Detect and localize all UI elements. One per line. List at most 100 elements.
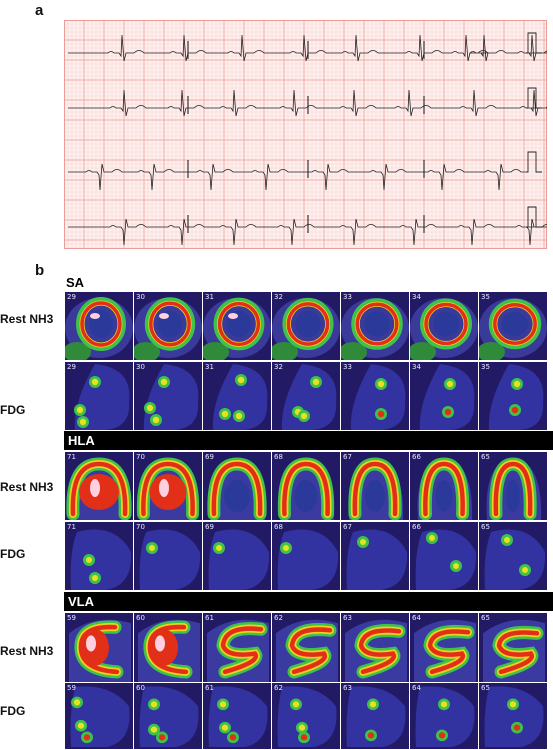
scan-tile-sa-rest-32: 32 xyxy=(272,292,340,360)
row-label-vla-rest: Rest NH3 xyxy=(0,644,54,658)
scan-tile-vla-rest-59: 59 xyxy=(65,613,133,682)
slice-number: 66 xyxy=(412,453,421,461)
slice-number: 67 xyxy=(343,523,352,531)
scan-tile-hla-rest-69: 69 xyxy=(203,452,271,520)
scan-tile-hla-fdg-71: 71 xyxy=(65,522,133,590)
scan-image xyxy=(207,619,269,682)
tiles-hla-rest: 71 70 69 68 67 66 65 xyxy=(65,452,548,520)
scan-tile-hla-rest-70: 70 xyxy=(134,452,202,520)
slice-number: 68 xyxy=(274,453,283,461)
scan-tile-hla-rest-67: 67 xyxy=(341,452,409,520)
scan-image xyxy=(139,529,201,590)
scan-image xyxy=(74,364,130,430)
row-label-sa-rest: Rest NH3 xyxy=(0,312,54,326)
slice-number: 61 xyxy=(205,614,214,622)
panel-b-label: b xyxy=(35,262,45,279)
row-label-hla-fdg: FDG xyxy=(0,547,26,561)
section-header-hla: HLA xyxy=(64,431,553,450)
scan-image xyxy=(281,364,337,430)
slice-number: 31 xyxy=(205,363,214,371)
scan-tile-sa-fdg-29: 29 xyxy=(65,362,133,430)
row-label-sa-fdg: FDG xyxy=(0,403,26,417)
scan-tile-vla-rest-64: 64 xyxy=(410,613,478,682)
tiles-sa-rest: 29 30 31 32 33 34 35 xyxy=(65,292,548,360)
scan-tile-sa-fdg-31: 31 xyxy=(203,362,271,430)
slice-number: 30 xyxy=(136,363,145,371)
scan-tile-sa-rest-34: 34 xyxy=(410,292,478,360)
row-label-vla-fdg: FDG xyxy=(0,704,26,718)
ecg-calibration-pulse-3 xyxy=(526,151,542,173)
scan-tile-sa-rest-33: 33 xyxy=(341,292,409,360)
scan-tile-vla-fdg-62: 62 xyxy=(272,683,340,749)
slice-number: 70 xyxy=(136,453,145,461)
scan-tile-sa-fdg-34: 34 xyxy=(410,362,478,430)
scan-image xyxy=(419,364,475,430)
section-header-sa: SA xyxy=(64,274,553,291)
scan-image xyxy=(277,457,335,520)
scan-image xyxy=(415,686,475,748)
scan-image xyxy=(417,457,473,520)
scan-image xyxy=(348,457,404,520)
scan-tile-vla-rest-65: 65 xyxy=(479,613,547,682)
slice-number: 65 xyxy=(481,523,490,531)
tiles-vla-rest: 59 60 61 62 63 64 65 xyxy=(65,613,548,682)
slice-number: 59 xyxy=(67,614,76,622)
scan-tile-vla-fdg-63: 63 xyxy=(341,683,409,749)
scan-image xyxy=(272,297,340,360)
tiles-hla-fdg: 71 70 69 68 67 66 65 xyxy=(65,522,548,590)
slice-number: 71 xyxy=(67,453,76,461)
slice-number: 65 xyxy=(481,684,490,692)
scan-tile-sa-rest-35: 35 xyxy=(479,292,547,360)
slice-number: 61 xyxy=(205,684,214,692)
scan-tile-vla-rest-60: 60 xyxy=(134,613,202,682)
scan-image xyxy=(138,619,200,682)
slice-number: 33 xyxy=(343,363,352,371)
ecg-strip xyxy=(64,20,547,249)
panel-a-label: a xyxy=(35,2,44,19)
slice-number: 35 xyxy=(481,363,490,371)
scan-image xyxy=(277,686,337,748)
scan-image xyxy=(207,457,267,520)
scan-tile-vla-fdg-64: 64 xyxy=(410,683,478,749)
slice-number: 64 xyxy=(412,614,421,622)
slice-number: 62 xyxy=(274,614,283,622)
slice-number: 64 xyxy=(412,684,421,692)
scan-tile-vla-fdg-65: 65 xyxy=(479,683,547,749)
scan-tile-hla-rest-65: 65 xyxy=(479,452,547,520)
slice-number: 69 xyxy=(205,523,214,531)
scan-image xyxy=(341,298,409,360)
scan-image xyxy=(414,619,476,682)
scan-tile-vla-fdg-59: 59 xyxy=(65,683,133,749)
scan-image xyxy=(486,457,542,520)
scan-image xyxy=(479,298,547,360)
scan-tile-sa-fdg-32: 32 xyxy=(272,362,340,430)
scan-image xyxy=(350,364,406,430)
scan-tile-hla-fdg-69: 69 xyxy=(203,522,271,590)
slice-number: 34 xyxy=(412,363,421,371)
scan-tile-hla-fdg-68: 68 xyxy=(272,522,340,590)
scan-tile-hla-fdg-66: 66 xyxy=(410,522,478,590)
scan-image xyxy=(488,364,544,430)
scan-image xyxy=(212,364,268,430)
slice-number: 35 xyxy=(481,293,490,301)
slice-number: 33 xyxy=(343,293,352,301)
scan-tile-hla-fdg-70: 70 xyxy=(134,522,202,590)
ecg-trace-row-2 xyxy=(68,89,547,117)
slice-number: 63 xyxy=(343,684,352,692)
ecg-trace-row-3 xyxy=(68,163,526,191)
scan-image xyxy=(345,619,407,682)
slice-number: 29 xyxy=(67,363,76,371)
slice-number: 68 xyxy=(274,523,283,531)
scan-tile-hla-rest-71: 71 xyxy=(65,452,133,520)
scan-tile-vla-fdg-61: 61 xyxy=(203,683,271,749)
scan-tile-hla-fdg-65: 65 xyxy=(479,522,547,590)
scan-image xyxy=(410,298,478,360)
scan-image xyxy=(208,686,268,748)
slice-number: 29 xyxy=(67,293,76,301)
scan-image xyxy=(346,529,408,590)
slice-number: 32 xyxy=(274,363,283,371)
scan-image xyxy=(277,529,339,590)
scan-tile-vla-fdg-60: 60 xyxy=(134,683,202,749)
ecg-calibration-pulse-4 xyxy=(526,206,542,228)
slice-number: 60 xyxy=(136,614,145,622)
